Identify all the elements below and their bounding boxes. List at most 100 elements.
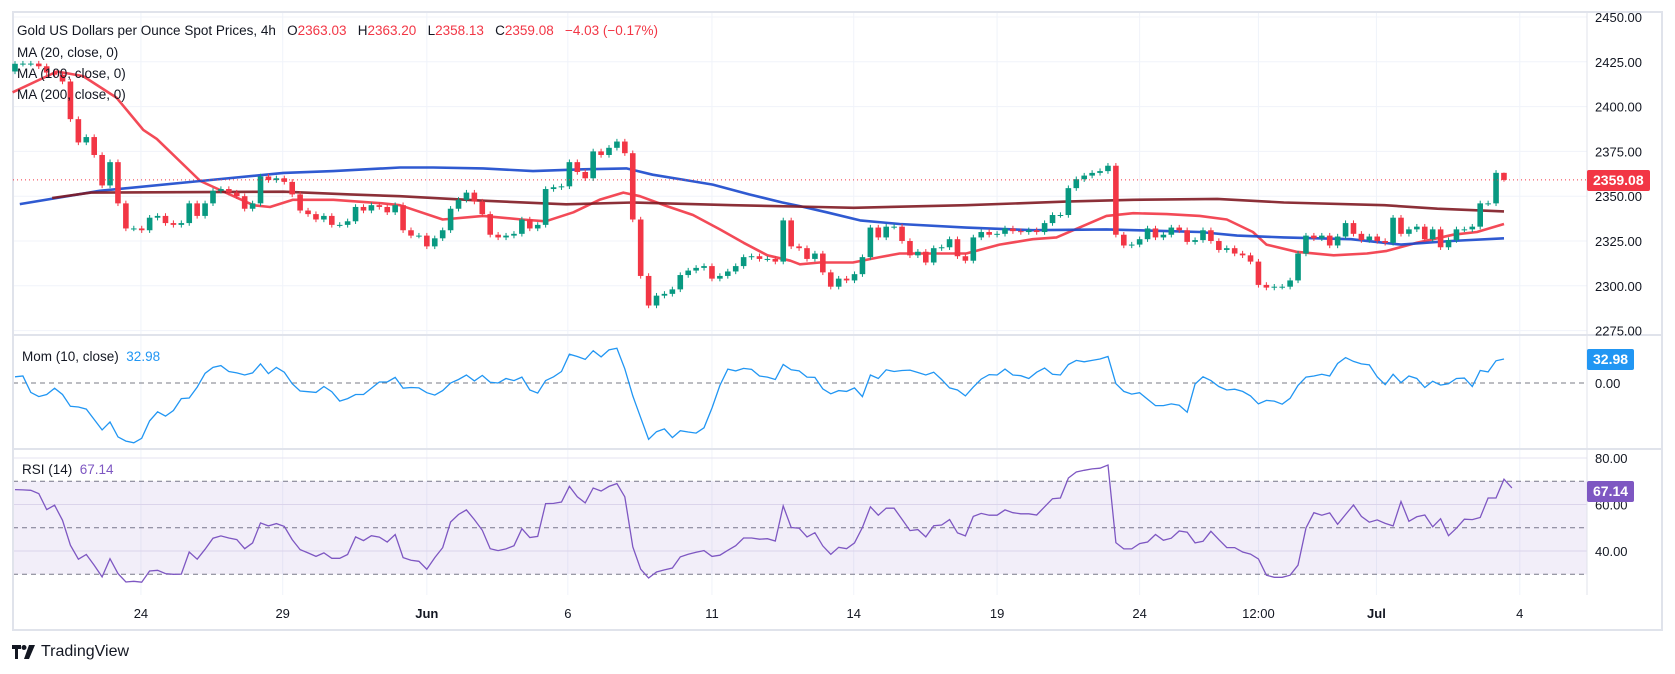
candle-body <box>1113 165 1119 235</box>
candle-body <box>1287 280 1293 287</box>
candle-body <box>1319 235 1325 239</box>
price-axis-label: 2425.00 <box>1595 55 1642 70</box>
candle-body <box>851 274 858 281</box>
candle-body <box>1002 228 1008 234</box>
candle-body <box>1065 188 1072 216</box>
candle-body <box>1461 229 1468 231</box>
candle-body <box>661 293 668 296</box>
candle-body <box>685 270 691 276</box>
legend-ma20[interactable]: MA (20, close, 0) <box>17 45 119 60</box>
price-axis-label: 2450.00 <box>1595 10 1642 25</box>
candle-body <box>1184 230 1190 242</box>
candle-body <box>986 232 992 235</box>
candle-body <box>1358 233 1365 241</box>
candle-body <box>352 206 359 222</box>
candle-body <box>392 205 398 213</box>
grid <box>13 12 1587 595</box>
candle-body <box>321 215 327 220</box>
candle-body <box>1303 235 1309 254</box>
candle-body <box>732 266 739 272</box>
candle-body <box>471 192 478 202</box>
candle-body <box>463 192 470 200</box>
candle-body <box>542 189 549 225</box>
candle-body <box>804 248 810 259</box>
candle-body <box>170 223 177 225</box>
candle-body <box>1382 241 1388 243</box>
candle-body <box>637 219 644 276</box>
candle-body <box>748 256 755 258</box>
candle-body <box>289 181 295 195</box>
rsi-axis-label: 80.00 <box>1595 451 1628 466</box>
candle-body <box>796 246 802 249</box>
candle-body <box>1128 244 1135 246</box>
axes[interactable]: 24 29 Jun 6 11 14 19 24 12:00 Jul 4 2450.00 2425.00 2… <box>134 10 1642 621</box>
candle-body <box>1105 165 1111 172</box>
candle-body <box>1437 229 1444 248</box>
candle-body <box>867 227 874 258</box>
candle-body <box>313 214 319 220</box>
price-axis-label: 2300.00 <box>1595 279 1642 294</box>
symbol-legend: Gold US Dollars per Ounce Spot Prices, 4… <box>17 23 658 39</box>
candle-body <box>297 194 303 211</box>
candle-body <box>1121 234 1127 246</box>
candle-body <box>566 162 573 187</box>
candle-body <box>962 256 969 261</box>
candle-body <box>115 162 121 204</box>
legend-mom[interactable]: Mom (10, close) 32.98 <box>22 349 160 365</box>
mom-value: 32.98 <box>126 349 161 364</box>
candle-body <box>75 119 82 143</box>
candle-body <box>202 203 208 216</box>
candle-body <box>843 278 850 281</box>
candle-body <box>1279 286 1285 288</box>
price-axis-label: 2350.00 <box>1595 189 1642 204</box>
close-label: C <box>495 23 505 38</box>
open-value: 2363.03 <box>297 23 347 38</box>
price-axis-label: 2325.00 <box>1595 234 1642 249</box>
candle-body <box>693 267 699 271</box>
candle-body <box>186 203 193 224</box>
candle-body <box>938 247 945 249</box>
candle-body <box>1398 217 1404 234</box>
legend-rsi[interactable]: RSI (14) 67.14 <box>22 462 114 478</box>
momentum-line <box>14 347 1505 444</box>
candle-body <box>479 201 486 215</box>
candle-body <box>35 63 42 67</box>
candle-body <box>1216 241 1222 250</box>
moving-average-line <box>12 70 1505 266</box>
candle-body <box>907 241 913 256</box>
time-axis-label: 29 <box>275 606 289 621</box>
candle-body <box>915 251 921 256</box>
candle-body <box>709 266 715 279</box>
candle-body <box>772 258 779 262</box>
tradingview-wordmark: TradingView <box>41 643 130 660</box>
candle-body <box>154 215 161 218</box>
candle-body <box>233 192 240 197</box>
candle-body <box>210 190 216 204</box>
time-axis-label: Jul <box>1367 606 1386 621</box>
candle-body <box>408 230 414 236</box>
tradingview-logo[interactable]: TradingView <box>12 643 129 661</box>
legend-ma200[interactable]: MA (200, close, 0) <box>17 87 126 102</box>
time-axis-label: 14 <box>846 606 860 621</box>
candle-body <box>764 258 771 260</box>
legend-ma100[interactable]: MA (100, close, 0) <box>17 66 126 81</box>
mom-axis-label: 0.00 <box>1595 376 1620 391</box>
candle-body <box>788 220 794 247</box>
rsi-axis-label: 40.00 <box>1595 544 1628 559</box>
candle-body <box>978 232 985 238</box>
high-value: 2363.20 <box>367 23 417 38</box>
candle-body <box>384 206 391 213</box>
candle-body <box>550 187 557 190</box>
candle-body <box>875 227 882 238</box>
candle-body <box>899 226 905 241</box>
candle-body <box>1453 229 1460 241</box>
candle-body <box>645 275 652 306</box>
candle-body <box>629 153 636 220</box>
candle-body <box>891 226 897 228</box>
candle-body <box>455 199 462 209</box>
candle-body <box>273 178 280 181</box>
candle-body <box>487 214 493 235</box>
candle-body <box>1485 203 1491 205</box>
candle-body <box>83 137 90 143</box>
